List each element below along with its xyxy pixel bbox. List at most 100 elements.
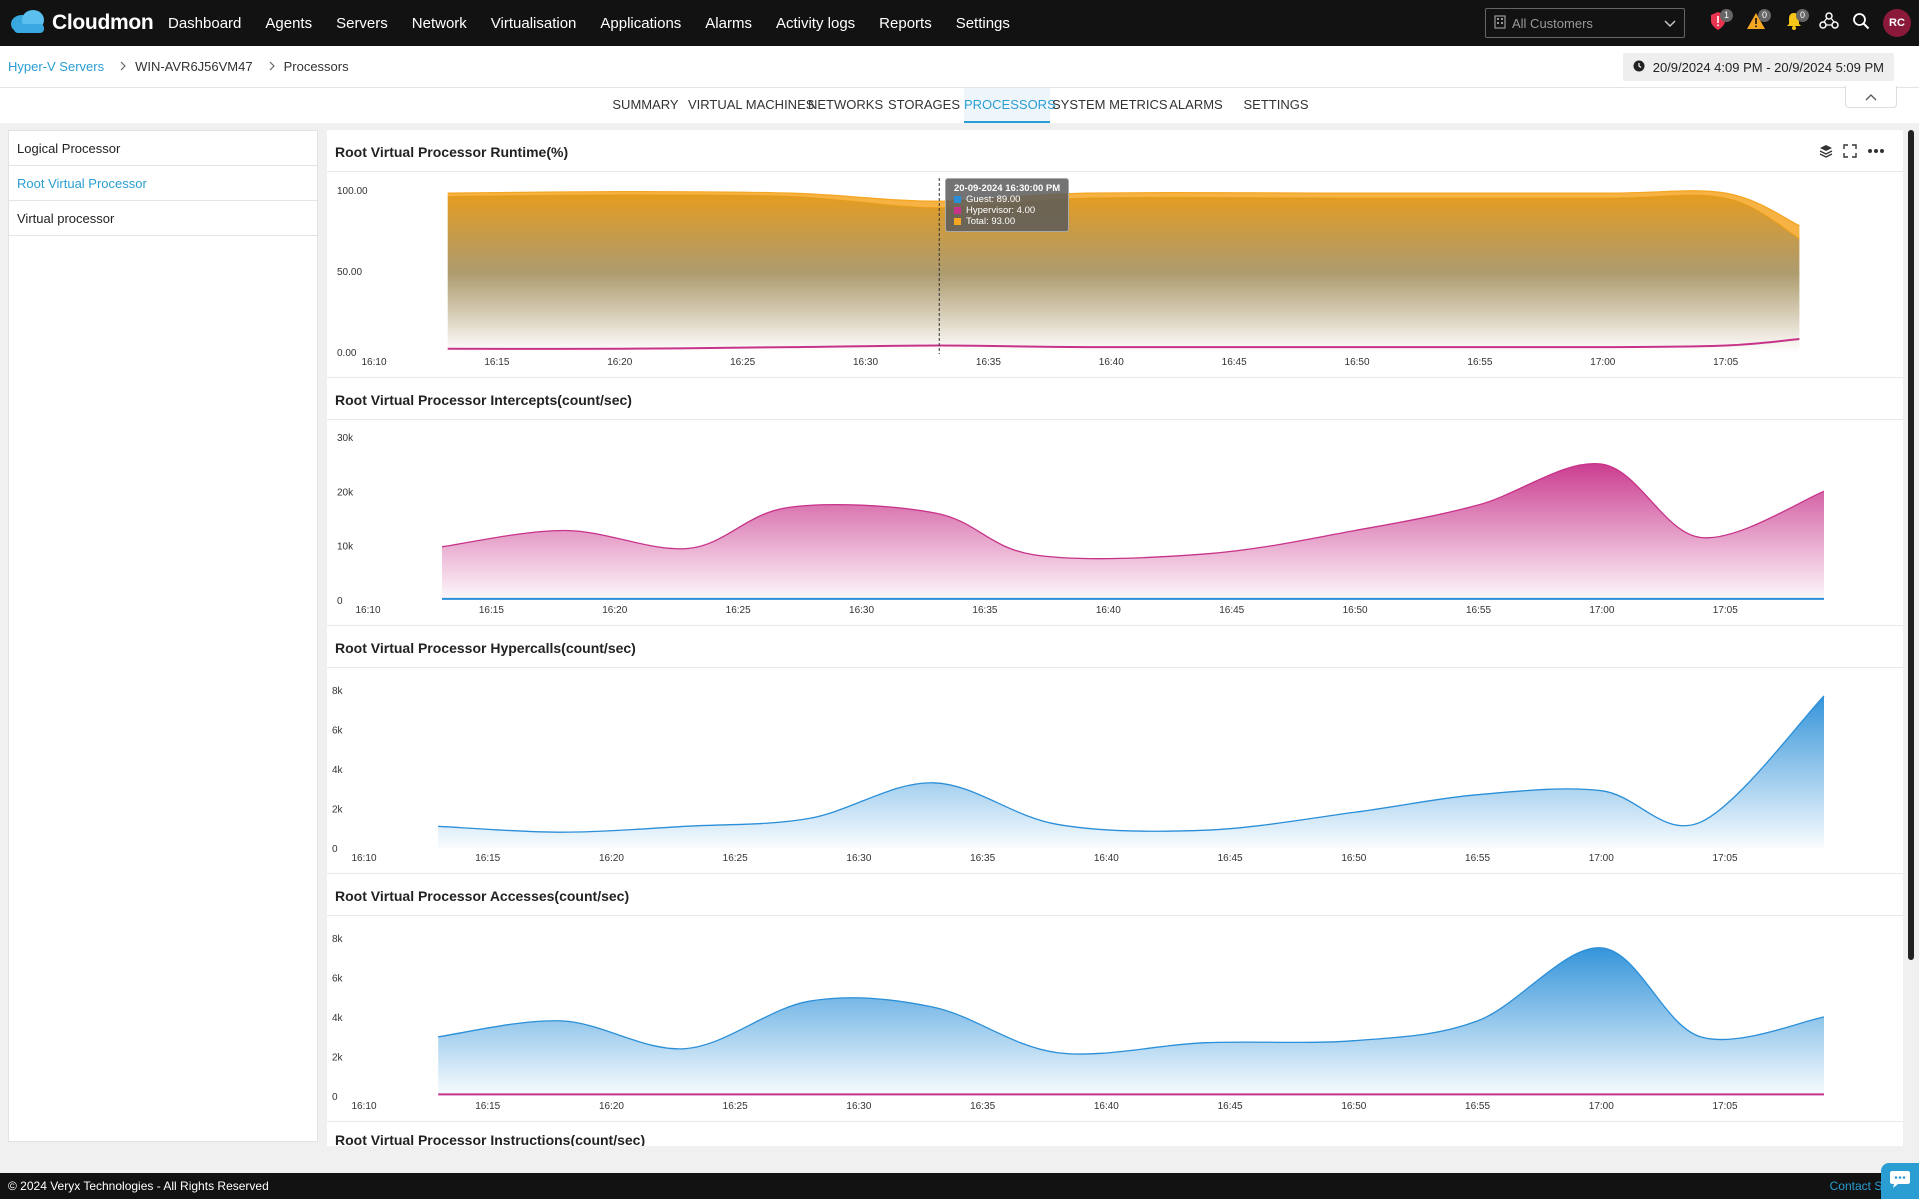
building-icon [1494,14,1506,32]
nav-item-agents[interactable]: Agents [265,14,313,32]
x-tick-label: 16:55 [1466,605,1491,616]
x-tick-label: 16:25 [726,605,751,616]
collapse-header-button[interactable] [1845,86,1897,108]
series-line-total [447,190,1800,227]
fullscreen-icon[interactable] [1843,144,1857,158]
tooltip-value: Guest: 89.00 [966,194,1021,205]
nav-item-applications[interactable]: Applications [600,14,682,32]
runtime-chart-plot[interactable]: 0.00 50.00 100.00 16:10 16:15 16:20 16:25 16:30… [327,130,1903,378]
chat-button[interactable] [1881,1163,1919,1199]
x-tick-label: 16:15 [475,853,500,864]
integrations-button[interactable] [1813,8,1845,38]
nav-item-alarms[interactable]: Alarms [705,14,752,32]
x-tick-label: 16:10 [351,853,376,864]
intercepts-chart-plot[interactable]: 0 10k 20k 30k 16:10 16:15 16:20 16:25 16:30 16:35… [327,378,1903,626]
tab-storages[interactable]: STORAGES [888,97,961,112]
date-range-picker[interactable]: 20/9/2024 4:09 PM - 20/9/2024 5:09 PM [1622,53,1894,81]
chart-hypercalls: Root Virtual Processor Hypercalls(count/… [327,626,1903,874]
chart-accesses: Root Virtual Processor Accesses(count/se… [327,874,1903,1122]
clock-icon [1633,60,1645,75]
x-tick-label: 16:35 [970,1101,995,1112]
nav-item-reports[interactable]: Reports [879,14,932,32]
chart-tooltip: 20-09-2024 16:30:00 PM Guest: 89.00 Hype… [945,178,1070,232]
x-tick-label: 17:05 [1713,605,1738,616]
chevron-right-icon [269,59,276,74]
tab-virtual-machines[interactable]: VIRTUAL MACHINES [688,97,815,112]
x-tick-label: 16:55 [1465,853,1490,864]
tooltip-row-hypervisor: Hypervisor: 4.00 [954,205,1060,216]
nav-item-network[interactable]: Network [411,14,467,32]
y-tick-label: 20k [337,487,354,498]
chart-title: Root Virtual Processor Hypercalls(count/… [335,640,636,656]
avatar[interactable]: RC [1883,9,1911,37]
tab-system-metrics[interactable]: SYSTEM METRICS [1052,97,1168,112]
tab-networks[interactable]: NETWORKS [808,97,884,112]
x-tick-label: 16:50 [1343,605,1368,616]
accesses-chart-plot[interactable]: 0 2k 4k 6k 8k 16:10 16:15 16:20 16:25 16:30 16:35 1… [327,874,1903,1122]
x-tick-label: 16:30 [846,853,871,864]
y-tick-label: 30k [337,433,354,444]
x-tick-label: 16:20 [599,853,624,864]
hypercalls-chart-plot[interactable]: 0 2k 4k 6k 8k 16:10 16:15 16:20 16:25 16:30 16:35 1… [327,626,1903,874]
x-tick-label: 16:55 [1465,1101,1490,1112]
chart-toolbar [1809,144,1885,158]
series-area-accesses [438,947,1825,1096]
tab-summary[interactable]: SUMMARY [612,97,679,112]
layers-icon[interactable] [1819,144,1833,158]
x-tick-label: 16:30 [849,605,874,616]
breadcrumb-server[interactable]: WIN-AVR6J56VM47 [135,59,253,74]
x-tick-label: 17:00 [1589,853,1614,864]
tab-processors[interactable]: PROCESSORS [964,88,1056,123]
tab-settings[interactable]: SETTINGS [1243,97,1309,112]
series-line-hypercalls [438,695,1825,833]
scrollbar[interactable] [1908,130,1914,960]
x-tick-label: 16:10 [361,357,386,368]
y-tick-label: 100.00 [337,186,368,197]
series-line-hypervisor [447,338,1800,350]
main-menu: Dashboard Agents Servers Network Virtualisat… [168,15,1034,32]
y-tick-label: 0 [332,1092,338,1103]
logo[interactable]: Cloudmon [8,8,168,39]
legend-swatch [954,207,961,214]
badge-count: 1 [1719,9,1733,22]
x-tick-label: 16:25 [723,853,748,864]
contact-support-link[interactable]: Contact Su [1829,1179,1889,1193]
y-tick-label: 4k [332,1013,344,1024]
more-options-icon[interactable] [1867,148,1885,154]
x-tick-label: 17:05 [1713,1101,1738,1112]
list-item-logical-processor[interactable]: Logical Processor [9,131,317,166]
nav-item-settings[interactable]: Settings [955,14,1010,32]
list-item-virtual-processor[interactable]: Virtual processor [9,201,317,236]
list-item-root-virtual-processor[interactable]: Root Virtual Processor [9,166,317,201]
x-tick-label: 16:40 [1094,853,1119,864]
breadcrumb-hyperv-servers[interactable]: Hyper-V Servers [8,59,105,74]
chart-title: Root Virtual Processor Accesses(count/se… [335,888,630,904]
nav-item-dashboard[interactable]: Dashboard [168,14,242,32]
search-button[interactable] [1845,8,1877,38]
x-tick-label: 17:00 [1589,1101,1614,1112]
series-area-total [447,190,1800,239]
y-tick-label: 0.00 [337,348,357,359]
x-tick-label: 16:40 [1094,1101,1119,1112]
x-tick-label: 16:50 [1341,1101,1366,1112]
x-tick-label: 16:30 [853,357,878,368]
divider [327,667,1903,668]
chevron-up-icon [1865,88,1877,106]
nav-item-activity-logs[interactable]: Activity logs [775,14,856,32]
chart-runtime: Root Virtual Processor Runtime(%) 0.00 50… [327,130,1903,378]
security-alerts-button[interactable]: 1 [1699,8,1737,38]
notifications-button[interactable]: 0 [1775,8,1813,38]
y-tick-label: 8k [332,934,344,945]
x-tick-label: 16:20 [607,357,632,368]
tab-alarms[interactable]: ALARMS [1169,97,1223,112]
date-range-value: 20/9/2024 4:09 PM - 20/9/2024 5:09 PM [1652,59,1884,75]
logo-text: Cloudmon [52,11,154,34]
x-tick-label: 16:35 [970,853,995,864]
warnings-button[interactable]: 0 [1737,8,1775,38]
nav-item-virtualisation[interactable]: Virtualisation [490,14,577,32]
y-tick-label: 10k [337,542,354,553]
chevron-right-icon [120,59,127,74]
customer-select[interactable]: All Customers [1485,8,1685,38]
chat-icon [1889,1169,1911,1194]
nav-item-servers[interactable]: Servers [336,14,388,32]
